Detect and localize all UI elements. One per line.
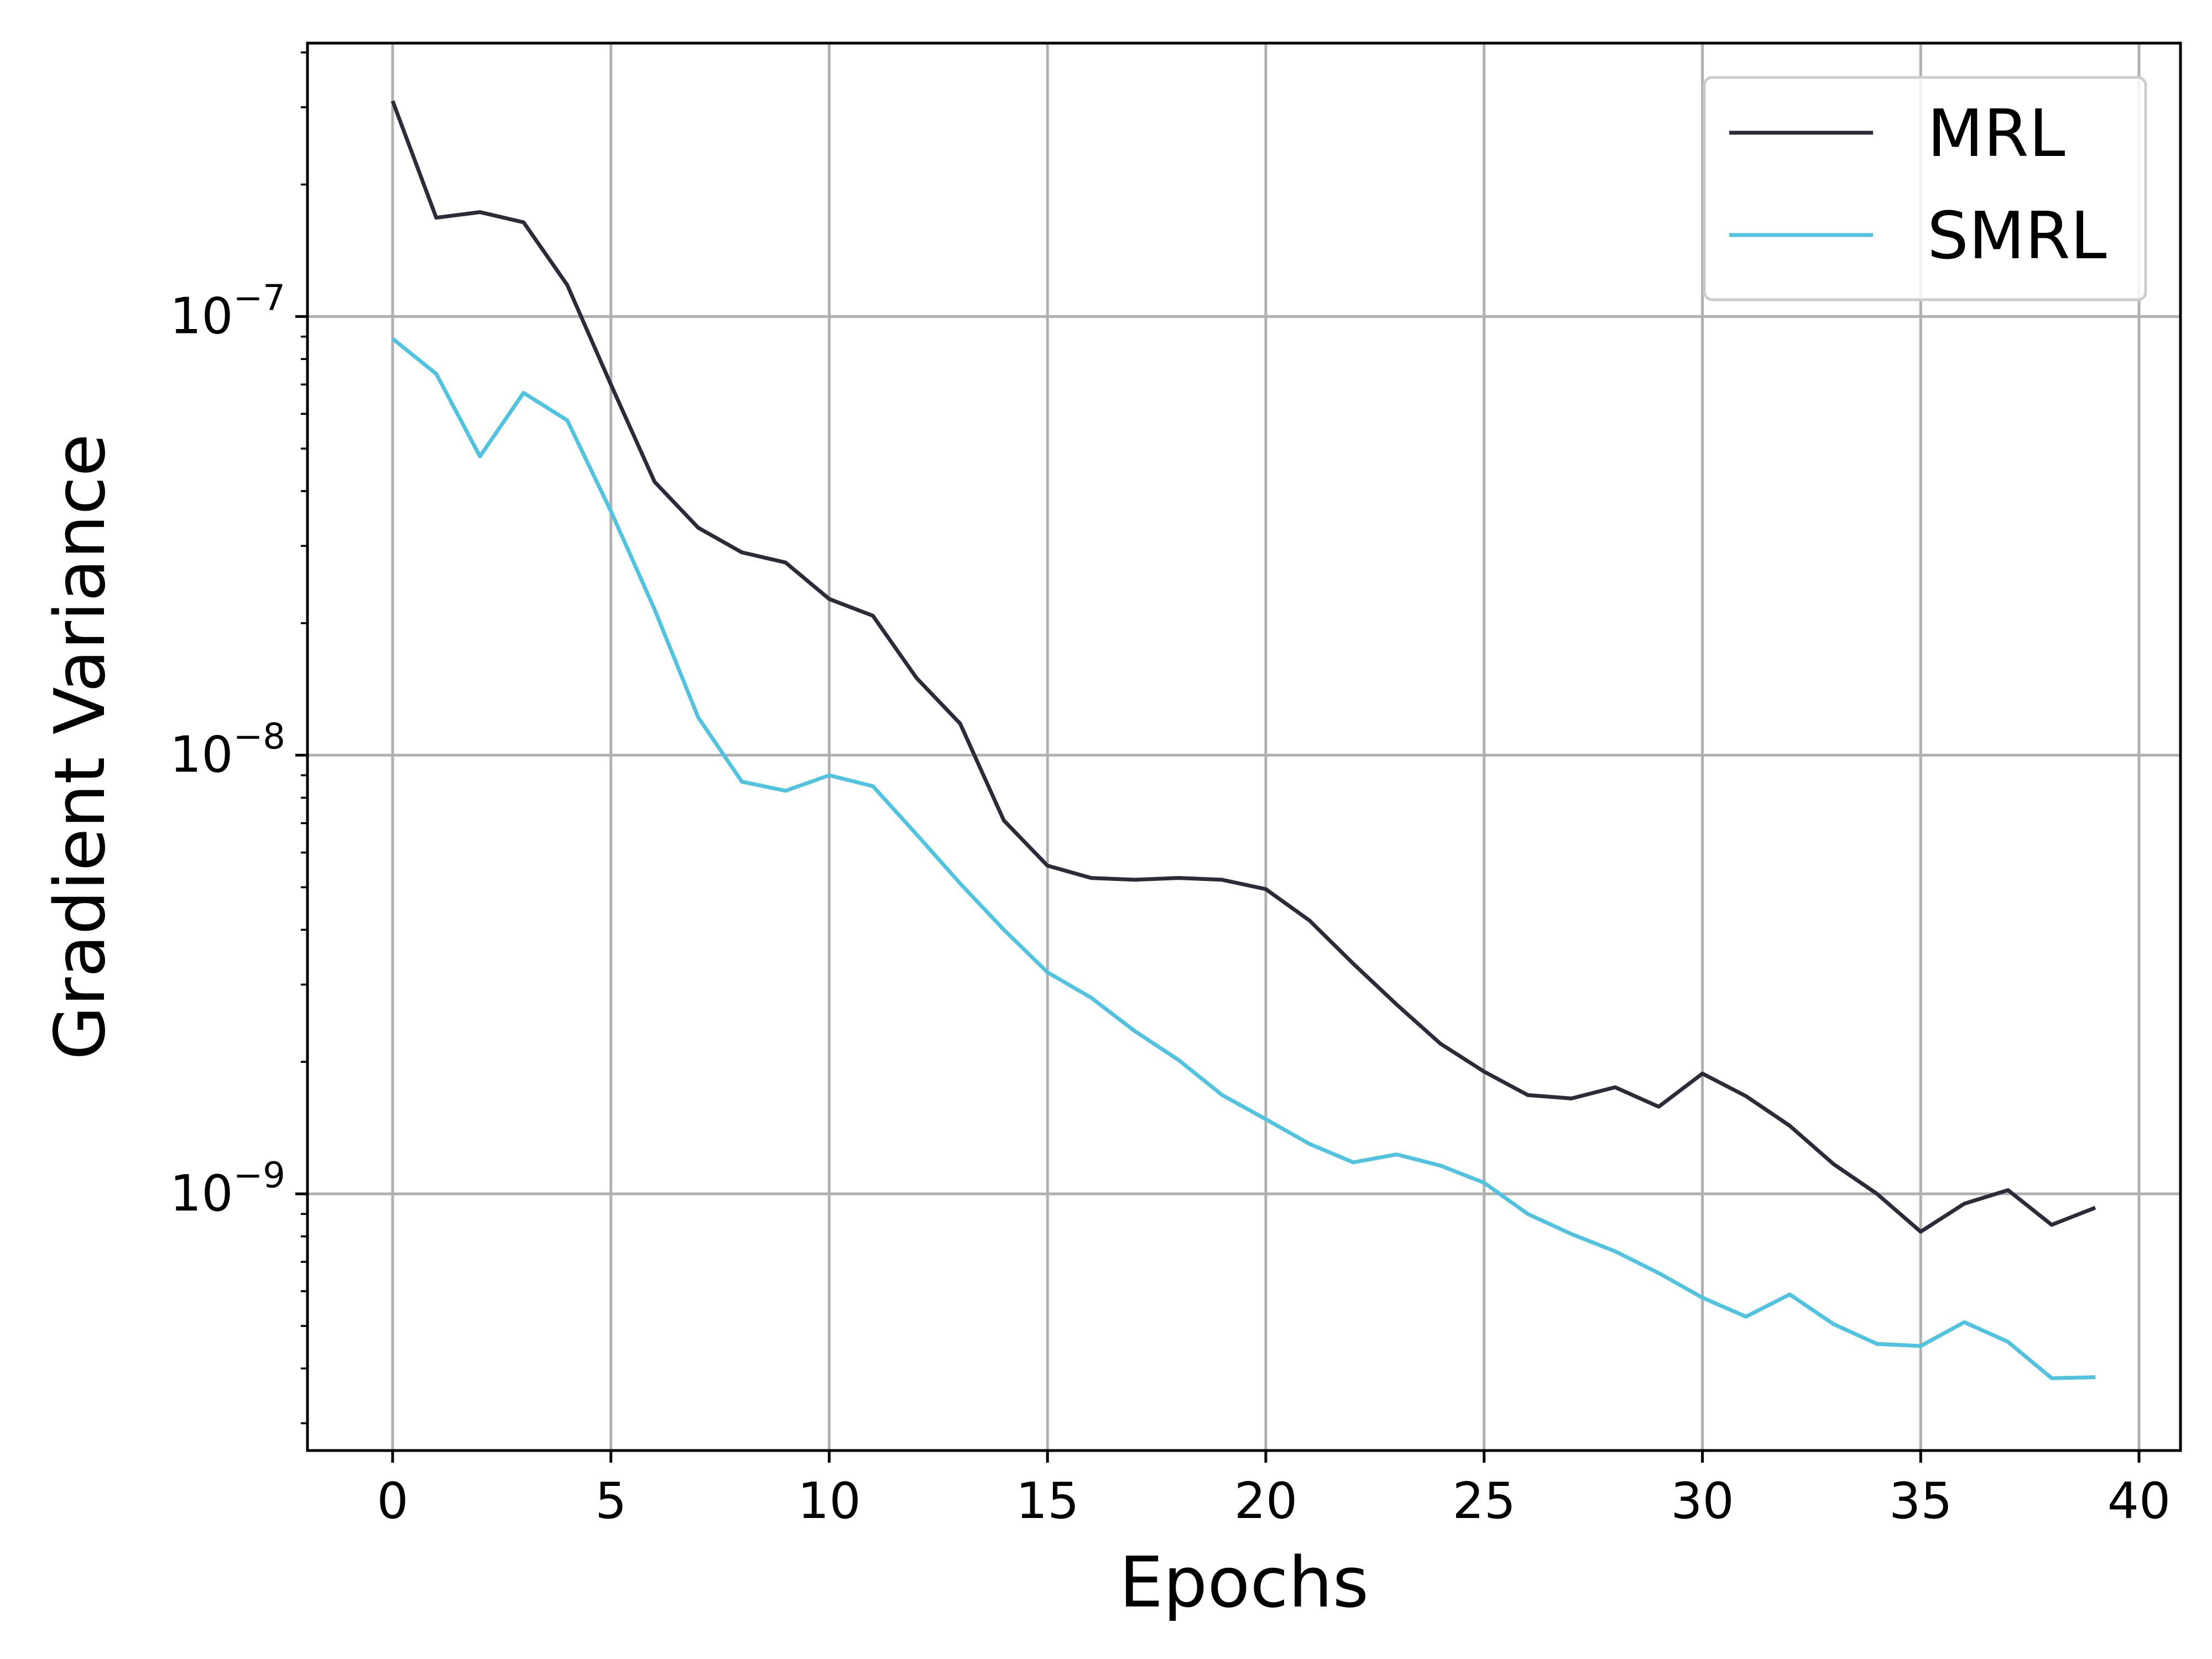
x-axis-title: Epochs [1119, 1542, 1369, 1623]
legend-label-mrl: MRL [1927, 95, 2065, 171]
x-tick-label: 40 [2107, 1472, 2171, 1530]
plot-frame [306, 41, 2182, 1452]
y-tick-labels: 10−9 10−8 10−7 [170, 278, 285, 1223]
series-line-smrl [391, 337, 2096, 1380]
x-tick-label: 15 [1016, 1472, 1079, 1530]
x-tick-label: 0 [377, 1472, 408, 1530]
x-tick-label: 25 [1452, 1472, 1516, 1530]
y-tick-label: 10−8 [170, 717, 285, 784]
series-lines [390, 100, 2096, 1380]
x-tick-label: 35 [1889, 1472, 1953, 1530]
y-tick-label: 10−7 [170, 278, 285, 345]
x-tick-label: 5 [595, 1472, 627, 1530]
x-tick-label: 20 [1234, 1472, 1298, 1530]
x-tick-labels: 0 5 10 15 20 25 30 35 40 [377, 1472, 2171, 1530]
legend: MRL SMRL [1703, 76, 2147, 301]
x-tick-label: 10 [797, 1472, 861, 1530]
legend-label-smrl: SMRL [1927, 197, 2107, 274]
y-axis-title: Gradient Variance [39, 434, 121, 1060]
series-line-mrl [390, 100, 2096, 1234]
x-tick-label: 30 [1671, 1472, 1734, 1530]
y-tick-label: 10−9 [170, 1155, 285, 1223]
axis-ticks [295, 51, 2141, 1463]
